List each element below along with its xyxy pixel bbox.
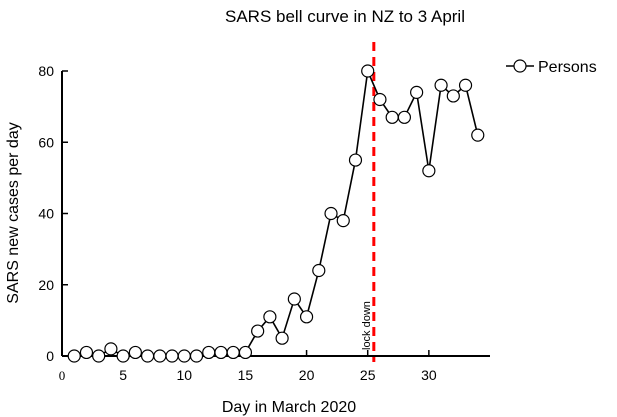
data-point	[373, 92, 387, 107]
x-tick-label: 10	[176, 367, 192, 383]
data-point	[189, 349, 204, 363]
data-point	[410, 85, 424, 99]
y-tick-label: 80	[38, 63, 54, 79]
data-point	[226, 345, 240, 360]
legend-marker	[513, 59, 527, 73]
x-tick-label: 25	[360, 367, 376, 383]
data-point	[238, 345, 253, 360]
annotations: lock down	[361, 42, 376, 362]
x-tick-label: 5	[119, 367, 127, 383]
data-point	[165, 349, 179, 363]
data-point	[348, 153, 363, 167]
data-point	[324, 206, 338, 221]
data-point	[116, 349, 130, 363]
data-point	[397, 110, 411, 124]
y-tick-label: 60	[38, 134, 54, 150]
lockdown-label: lock down	[361, 301, 373, 350]
data-point	[153, 349, 167, 363]
data-point	[67, 349, 81, 363]
data-point	[336, 214, 350, 228]
legend: Persons	[506, 59, 597, 76]
x-axis-label: Day in March 2020	[222, 399, 356, 416]
data-point	[471, 128, 485, 142]
data-point	[299, 310, 314, 324]
x-tick-label: 30	[421, 367, 437, 383]
data-point	[251, 324, 265, 338]
y-tick-label: 20	[38, 277, 54, 293]
data-point	[104, 342, 118, 356]
data-point	[79, 345, 94, 360]
data-point	[202, 345, 216, 360]
data-point	[275, 331, 289, 345]
data-point	[422, 164, 436, 178]
data-point	[287, 292, 301, 306]
x-tick-label: 15	[238, 367, 254, 383]
y-axis-label: SARS new cases per day	[5, 122, 22, 303]
y-tick-label: 40	[38, 206, 54, 222]
data-point	[177, 349, 191, 363]
data-point	[214, 345, 228, 360]
data-point	[141, 349, 155, 363]
legend-label-persons: Persons	[538, 59, 597, 76]
y-tick-label: 0	[46, 348, 54, 364]
data-point	[128, 345, 142, 360]
data-point	[92, 349, 106, 363]
series-line-0	[74, 68, 479, 357]
x-tick-label: 0	[59, 368, 66, 383]
chart-title: SARS bell curve in NZ to 3 April	[225, 7, 465, 26]
data-point	[434, 78, 448, 92]
ticks: 0 20 40 60 80 0 5 10 15 20 25 30	[38, 63, 436, 383]
series	[67, 64, 485, 363]
x-tick-label: 20	[299, 367, 315, 383]
data-point	[458, 78, 473, 92]
data-point	[361, 64, 375, 78]
axes	[61, 71, 490, 357]
data-point	[312, 263, 326, 278]
data-point	[263, 310, 277, 324]
data-point	[446, 89, 460, 103]
data-point	[385, 110, 399, 124]
